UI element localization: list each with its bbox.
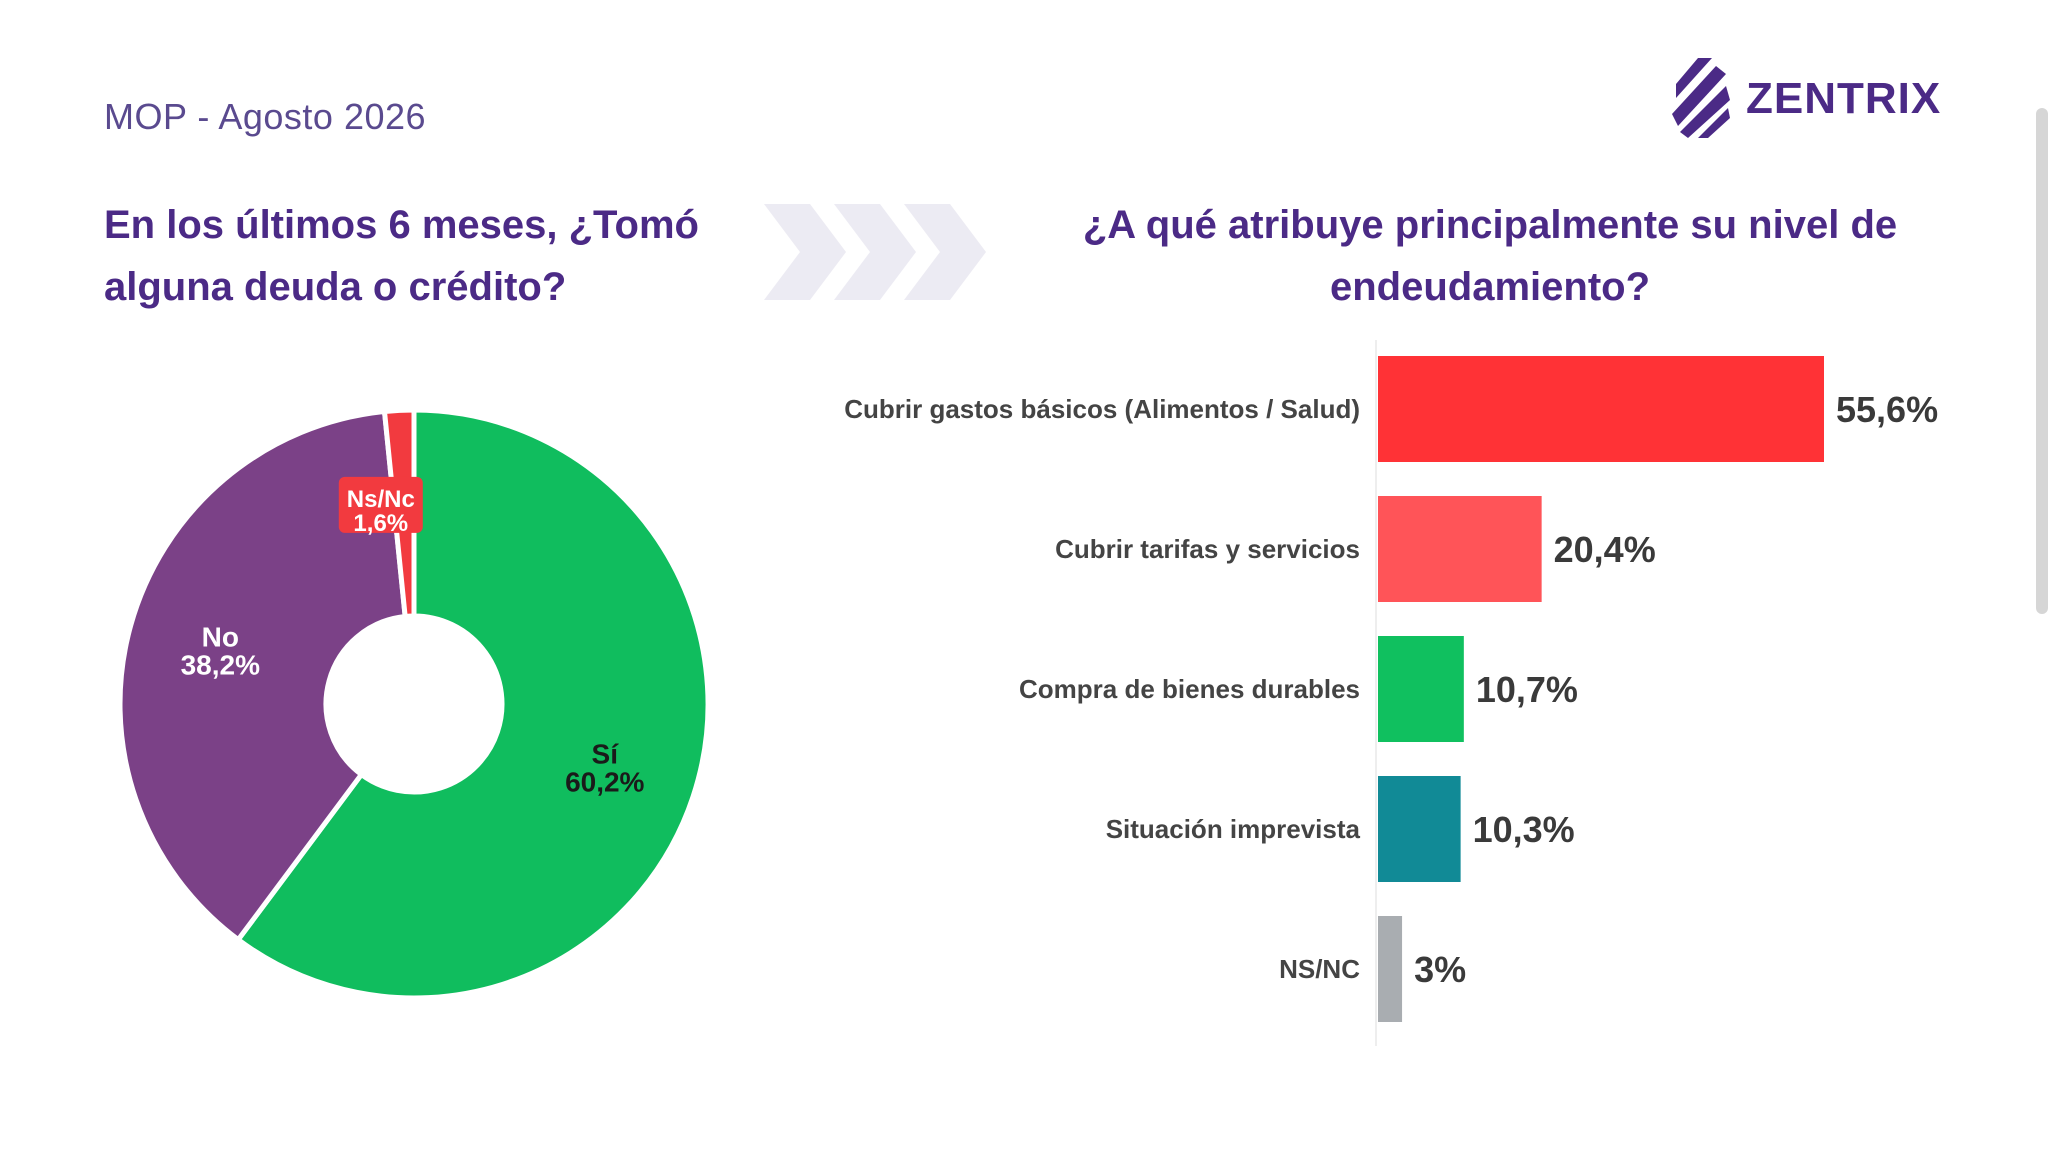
bar-value-label: 10,3% (1473, 809, 1575, 850)
donut-slice-no (117, 408, 408, 944)
survey-label: MOP - Agosto 2026 (104, 96, 427, 137)
bar-value-label: 20,4% (1554, 529, 1656, 570)
zentrix-stripes-logo-icon (1672, 58, 1730, 138)
question-reason-title: ¿A qué atribuye principalmente su nivel … (1082, 203, 1898, 309)
bar-category-label: Compra de bienes durables (1019, 674, 1360, 704)
question-debt-title: En los últimos 6 meses, ¿Tomó alguna deu… (104, 203, 699, 309)
logo-text: ZENTRIX (1746, 74, 1942, 123)
chevron-arrows-icon (764, 204, 986, 300)
donut-category-label: Sí (592, 738, 620, 769)
donut-category-label: Ns/Nc (347, 486, 415, 513)
bar-category-label: Cubrir gastos básicos (Alimentos / Salud… (844, 394, 1360, 424)
donut-label-badge (338, 476, 423, 533)
bar-3 (1378, 636, 1464, 742)
bar-category-label: NS/NC (1279, 954, 1360, 984)
bar-2 (1378, 496, 1542, 602)
bar-4 (1378, 776, 1461, 882)
bar-category-label: Situación imprevista (1106, 814, 1361, 844)
bar-category-label: Cubrir tarifas y servicios (1055, 534, 1360, 564)
bar-1 (1378, 356, 1824, 462)
reason-bar-chart: Cubrir gastos básicos (Alimentos / Salud… (844, 340, 1938, 1046)
donut-category-label: No (202, 621, 239, 652)
vertical-scrollbar[interactable] (2036, 108, 2048, 614)
donut-value-label: 1,6% (353, 510, 408, 537)
zentrix-logo: ZENTRIX (1668, 56, 1968, 140)
donut-slice-s- (234, 407, 711, 1001)
donut-value-label: 60,2% (565, 766, 644, 797)
bar-value-label: 55,6% (1836, 389, 1938, 430)
bar-value-label: 10,7% (1476, 669, 1578, 710)
donut-value-label: 38,2% (181, 649, 260, 680)
bar-5 (1378, 916, 1403, 1022)
bar-value-label: 3% (1414, 949, 1466, 990)
